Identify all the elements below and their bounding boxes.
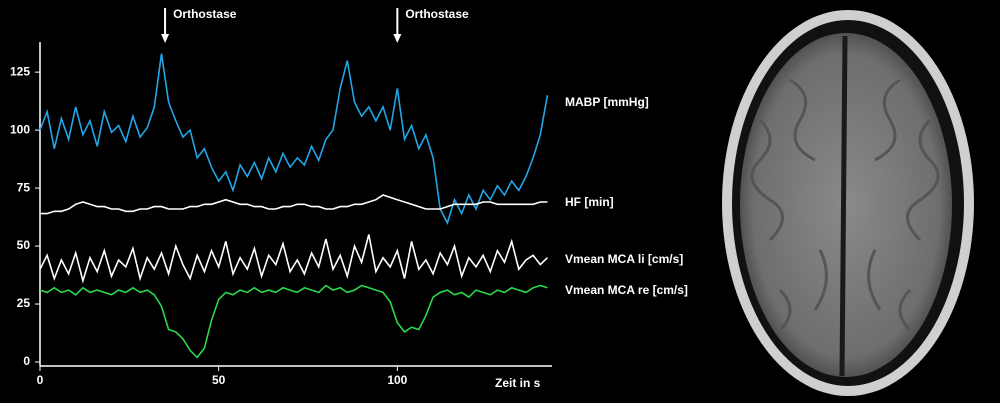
x-tick-label: 100 <box>387 373 407 387</box>
series-label: MABP [mmHg] <box>565 95 649 109</box>
annotation-text: Orthostase <box>173 7 237 21</box>
y-tick-label: 75 <box>17 180 31 194</box>
x-axis-label: Zeit in s <box>495 376 541 390</box>
y-tick-label: 0 <box>23 354 30 368</box>
y-tick-label: 125 <box>10 64 30 78</box>
y-tick-label: 100 <box>10 122 30 136</box>
plot-area: Zeit in s MABP [mmHg] HF [min] Vmean MCA… <box>39 42 688 390</box>
series-line <box>39 284 548 359</box>
series-label: Vmean MCA re [cm/s] <box>565 283 688 297</box>
series-label: Vmean MCA li [cm/s] <box>565 252 683 266</box>
series-line <box>40 194 548 215</box>
series-line <box>39 234 548 284</box>
annotation-arrowhead <box>393 34 402 43</box>
y-tick-label: 25 <box>17 296 31 310</box>
y-tick-label: 50 <box>17 238 31 252</box>
x-tick-label: 0 <box>37 373 44 387</box>
annotation-arrowhead <box>161 34 170 43</box>
x-tick-label: 50 <box>212 373 226 387</box>
mri-image <box>722 10 974 396</box>
annotation-text: Orthostase <box>405 7 469 21</box>
series-line <box>39 53 549 226</box>
series-label: HF [min] <box>565 195 614 209</box>
